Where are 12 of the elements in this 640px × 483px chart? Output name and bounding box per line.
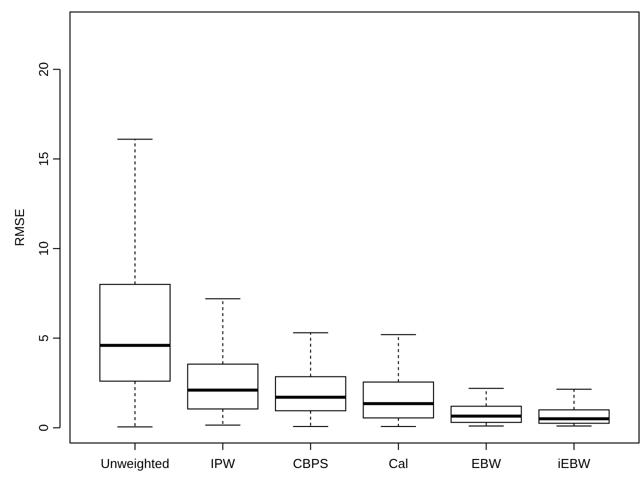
- x-tick-label: EBW: [471, 456, 502, 471]
- x-tick-label: IPW: [210, 456, 236, 471]
- y-tick-label: 15: [36, 152, 51, 166]
- y-axis-title: RMSE: [12, 208, 27, 246]
- x-tick-label: CBPS: [292, 456, 329, 471]
- x-tick-label: Unweighted: [100, 456, 170, 471]
- y-tick-label: 5: [36, 334, 51, 342]
- y-tick-label: 0: [36, 424, 51, 432]
- x-tick-label: Cal: [388, 456, 408, 471]
- y-tick-label: 20: [36, 62, 51, 77]
- x-tick-label: iEBW: [558, 456, 591, 471]
- y-tick-label: 10: [36, 241, 51, 256]
